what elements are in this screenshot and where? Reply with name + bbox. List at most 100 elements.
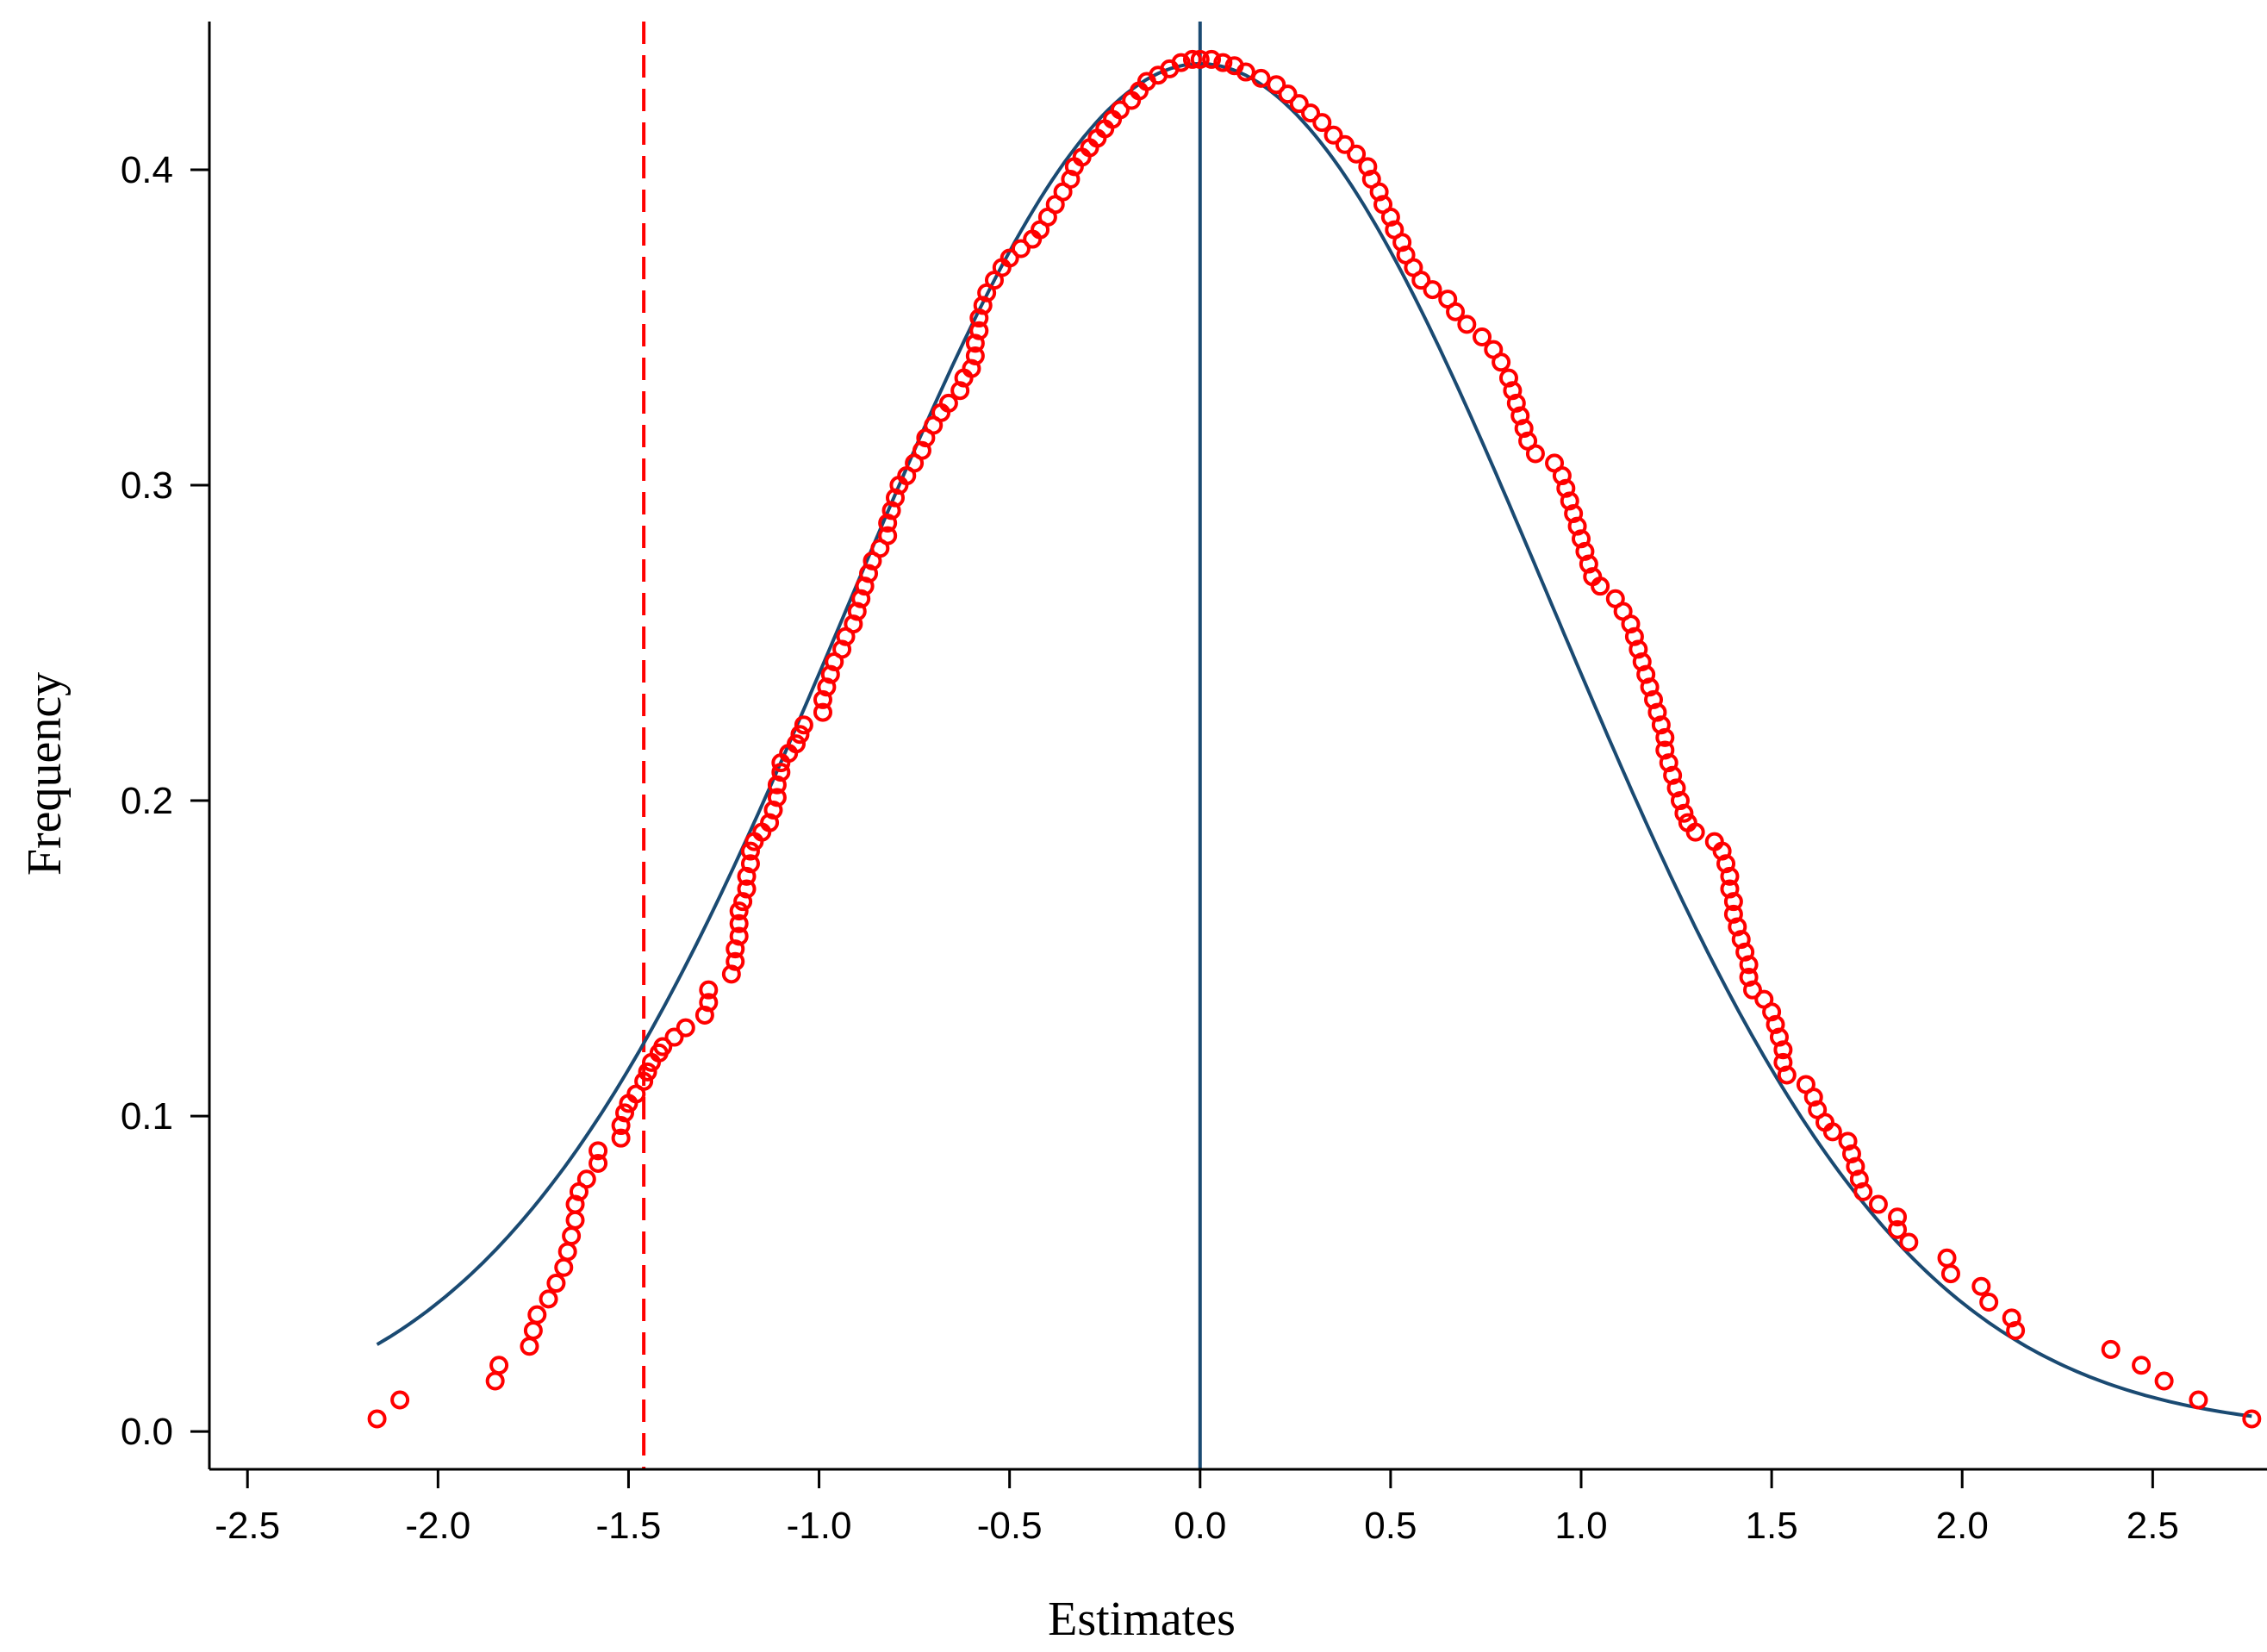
y-tick-label: 0.2 xyxy=(121,780,173,822)
y-axis-ticks: 0.0 0.1 0.2 0.3 0.4 xyxy=(121,149,209,1453)
x-axis-ticks: -2.5 -2.0 -1.5 -1.0 -0.5 0.0 0.5 1.0 1.5 2.0 2.5 xyxy=(215,1469,2179,1547)
data-point xyxy=(1971,1276,1991,1296)
data-point xyxy=(1773,1040,1793,1060)
data-point xyxy=(1000,248,1019,268)
data-point xyxy=(664,1027,684,1047)
y-tick-label: 0.0 xyxy=(121,1411,173,1453)
data-point xyxy=(1301,103,1321,123)
x-tick-label: -2.5 xyxy=(215,1505,280,1547)
data-point xyxy=(485,1371,505,1391)
data-point xyxy=(1899,1232,1919,1252)
data-point xyxy=(653,1037,673,1057)
data-point xyxy=(1267,75,1286,95)
data-point xyxy=(2242,1409,2262,1429)
data-point xyxy=(565,1210,585,1230)
data-point xyxy=(2154,1371,2174,1391)
data-point xyxy=(729,926,749,946)
x-axis-title: Estimates xyxy=(1048,1593,1236,1646)
data-point xyxy=(1312,113,1332,133)
data-point xyxy=(2132,1356,2152,1375)
data-point xyxy=(1853,1181,1873,1201)
data-point xyxy=(790,725,810,745)
data-point xyxy=(767,788,787,807)
data-point xyxy=(794,715,813,735)
data-point xyxy=(729,901,749,921)
data-point xyxy=(1011,239,1031,259)
data-point xyxy=(1335,134,1355,154)
data-point xyxy=(699,980,719,1000)
data-point xyxy=(1822,1122,1842,1142)
x-tick-label: 0.0 xyxy=(1174,1505,1226,1547)
data-point xyxy=(539,1289,558,1309)
data-point xyxy=(726,951,745,971)
x-tick-label: -1.5 xyxy=(596,1505,662,1547)
x-tick-label: -2.0 xyxy=(405,1505,470,1547)
data-point xyxy=(1278,84,1298,104)
data-point xyxy=(1777,1065,1797,1085)
data-point xyxy=(1473,327,1492,347)
data-point xyxy=(546,1274,566,1294)
data-point xyxy=(1492,352,1511,372)
data-points xyxy=(367,49,2262,1429)
data-point xyxy=(523,1320,543,1340)
data-point xyxy=(1182,49,1202,69)
data-point xyxy=(520,1337,539,1356)
x-tick-label: 2.0 xyxy=(1936,1505,1989,1547)
data-point xyxy=(771,763,791,782)
data-point xyxy=(787,734,807,754)
y-tick-label: 0.4 xyxy=(121,149,173,191)
data-point xyxy=(740,854,760,874)
data-point xyxy=(1236,62,1255,82)
data-point xyxy=(557,1242,577,1262)
data-point xyxy=(390,1390,410,1410)
data-point xyxy=(1525,444,1545,464)
data-point xyxy=(1347,144,1367,164)
y-tick-label: 0.3 xyxy=(121,464,173,507)
data-point xyxy=(1720,866,1740,886)
data-point xyxy=(1685,822,1705,842)
data-point xyxy=(1190,49,1210,69)
data-point xyxy=(1739,955,1759,975)
data-point xyxy=(1446,302,1466,321)
y-tick-label: 0.1 xyxy=(121,1095,173,1138)
data-point xyxy=(1674,803,1694,823)
data-point xyxy=(1655,727,1675,747)
data-point xyxy=(2101,1339,2121,1359)
data-point xyxy=(589,1141,608,1161)
data-point xyxy=(1979,1293,1999,1312)
x-tick-label: 0.5 xyxy=(1364,1505,1417,1547)
data-point xyxy=(878,526,898,545)
data-point xyxy=(634,1071,654,1091)
x-tick-label: -1.0 xyxy=(787,1505,852,1547)
normal-density-curve xyxy=(376,61,2252,1418)
data-point xyxy=(1591,577,1610,596)
data-point xyxy=(737,879,757,899)
data-point xyxy=(1940,1264,1960,1284)
x-tick-label: -0.5 xyxy=(977,1505,1043,1547)
data-point xyxy=(615,1103,635,1123)
x-tick-label: 1.0 xyxy=(1554,1505,1607,1547)
data-point xyxy=(1171,53,1191,72)
data-point xyxy=(1110,100,1130,120)
data-point xyxy=(527,1305,547,1325)
data-point xyxy=(611,1128,631,1148)
data-point xyxy=(1723,892,1743,912)
data-point xyxy=(729,913,749,933)
data-point xyxy=(740,841,760,861)
data-point xyxy=(1457,315,1477,334)
data-point xyxy=(1202,49,1222,69)
data-point xyxy=(1213,53,1233,72)
data-point xyxy=(576,1169,596,1189)
data-point xyxy=(1937,1248,1957,1268)
data-point xyxy=(2189,1390,2208,1410)
data-point xyxy=(2006,1320,2026,1340)
data-point xyxy=(938,393,958,413)
data-point xyxy=(1743,980,1762,1000)
data-point xyxy=(1888,1207,1908,1227)
data-point xyxy=(489,1356,509,1375)
reference-lines xyxy=(642,22,1202,1469)
plot-area xyxy=(367,22,2262,1469)
data-point xyxy=(676,1018,695,1038)
data-point xyxy=(965,346,985,365)
